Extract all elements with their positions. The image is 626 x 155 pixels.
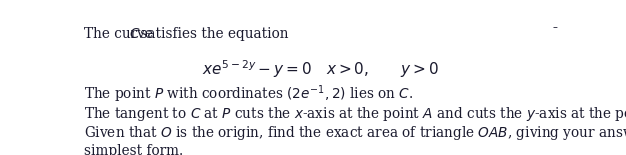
Text: $xe^{5-2y} - y = 0 \quad x > 0, \qquad y > 0$: $xe^{5-2y} - y = 0 \quad x > 0, \qquad y… [202, 58, 439, 80]
Text: The point $P$ with coordinates $(2e^{-1}, 2)$ lies on $C$.: The point $P$ with coordinates $(2e^{-1}… [84, 83, 413, 105]
Text: simplest form.: simplest form. [84, 144, 183, 155]
Text: The tangent to $C$ at $P$ cuts the $x$-axis at the point $A$ and cuts the $y$-ax: The tangent to $C$ at $P$ cuts the $x$-a… [84, 104, 626, 123]
Text: satisfies the equation: satisfies the equation [136, 27, 289, 41]
Text: Given that $O$ is the origin, find the exact area of triangle $OAB$, giving your: Given that $O$ is the origin, find the e… [84, 124, 626, 142]
Text: $C$: $C$ [129, 27, 141, 41]
Text: –: – [553, 22, 558, 32]
Text: The curve: The curve [84, 27, 157, 41]
